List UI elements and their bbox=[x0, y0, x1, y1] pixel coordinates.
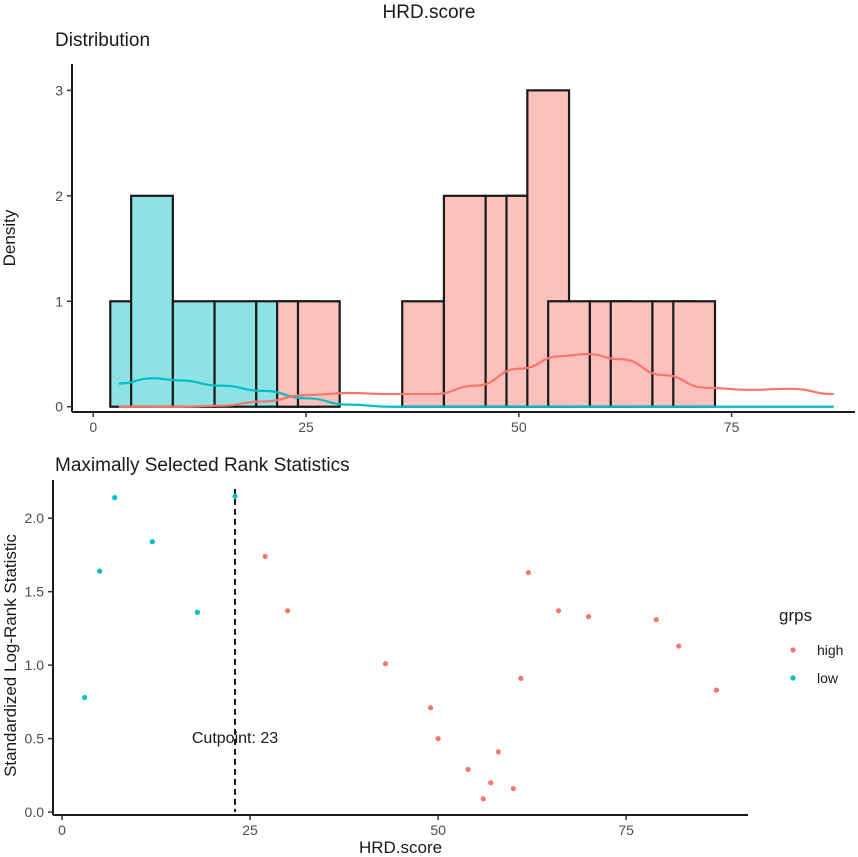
y-tick-label: 2.0 bbox=[25, 510, 45, 526]
scatter-point-high bbox=[262, 553, 268, 560]
histogram-bar bbox=[672, 300, 717, 408]
legend-label-low: low bbox=[817, 670, 839, 686]
scatter-point-low bbox=[232, 493, 238, 499]
legend-label-high: high bbox=[817, 642, 843, 658]
scatter-point-high bbox=[427, 705, 434, 711]
scatter-point-high bbox=[510, 785, 516, 792]
y-axis-title: Standardized Log-Rank Statistic bbox=[1, 534, 20, 777]
scatter-point-high bbox=[495, 749, 501, 755]
histogram-bar bbox=[130, 194, 174, 408]
legend-title: grps bbox=[779, 606, 812, 625]
legend-key-high bbox=[790, 647, 796, 653]
figure-title: HRD.score bbox=[382, 2, 476, 23]
y-tick-label: 1.5 bbox=[25, 584, 45, 600]
scatter-point-low bbox=[194, 609, 201, 615]
y-tick-label: 2 bbox=[55, 188, 63, 204]
y-tick-label: 1.0 bbox=[25, 657, 45, 673]
histogram-bar bbox=[442, 194, 487, 408]
scatter-point-high bbox=[435, 735, 441, 742]
scatter-point-high bbox=[653, 616, 659, 623]
scatter-point-high bbox=[518, 675, 524, 681]
x-tick-label: 50 bbox=[430, 822, 446, 838]
scatter-point-high bbox=[676, 643, 682, 649]
scatter-point-low bbox=[81, 694, 88, 701]
y-tick-label: 0.0 bbox=[25, 804, 45, 820]
scatter-point-high bbox=[480, 796, 486, 802]
y-tick-label: 0 bbox=[55, 399, 63, 415]
y-tick-label: 1 bbox=[55, 293, 63, 309]
scatter-point-low bbox=[149, 539, 155, 545]
y-axis-title: Density bbox=[0, 209, 19, 266]
scatter-point-low bbox=[97, 568, 103, 574]
x-tick-label: 0 bbox=[89, 419, 97, 435]
x-tick-label: 50 bbox=[511, 419, 527, 435]
distribution-panel-title: Distribution bbox=[55, 30, 151, 51]
x-tick-label: 75 bbox=[724, 419, 740, 435]
density-curve-low bbox=[118, 377, 834, 408]
cutpoint-annotation: Cutpoint: 23 bbox=[192, 730, 278, 747]
y-tick-label: 0.5 bbox=[25, 731, 45, 747]
scatter-point-low bbox=[112, 495, 118, 501]
density-curve-high bbox=[118, 352, 834, 408]
x-tick-label: 75 bbox=[618, 822, 634, 838]
scatter-point-high bbox=[465, 766, 471, 773]
legend-key-low bbox=[790, 675, 796, 681]
histogram-bar bbox=[171, 300, 216, 408]
scatter-point-high bbox=[488, 780, 494, 786]
distribution-panel: 0 1 2 3 0 25 50 75 Density bbox=[0, 64, 855, 435]
x-tick-label: 25 bbox=[242, 822, 258, 838]
x-tick-label: 25 bbox=[298, 419, 314, 435]
x-tick-label: 0 bbox=[58, 822, 66, 838]
rank-stats-panel: Cutpoint: 23 0.0 0.5 1.0 1.5 2.0 0 25 50 75 HRD.sc… bbox=[1, 480, 843, 857]
histogram-bar bbox=[609, 300, 654, 408]
rank-stats-panel-title: Maximally Selected Rank Statistics bbox=[55, 455, 350, 476]
histogram-bar bbox=[296, 300, 341, 408]
scatter-point-high bbox=[525, 569, 531, 576]
scatter-point-high bbox=[713, 687, 720, 693]
histogram-bar bbox=[401, 300, 446, 408]
scatter-point-high bbox=[285, 608, 291, 614]
scatter-point-high bbox=[585, 614, 592, 620]
y-tick-label: 3 bbox=[55, 82, 63, 98]
scatter-point-high bbox=[555, 608, 562, 614]
scatter-point-high bbox=[382, 661, 389, 667]
x-axis-title: HRD.score bbox=[359, 838, 442, 857]
